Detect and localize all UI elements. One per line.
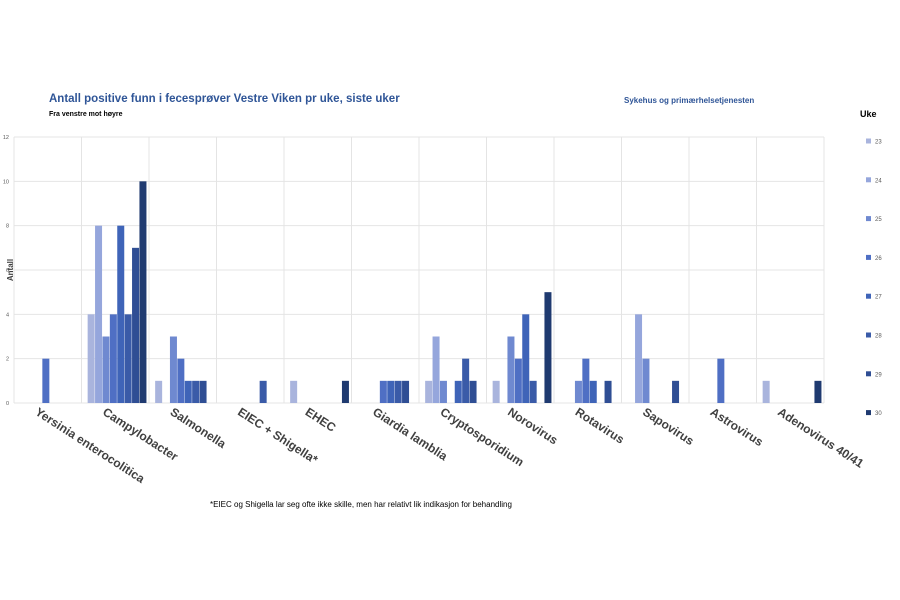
bar-week-26 bbox=[42, 358, 50, 403]
bar-week-24 bbox=[432, 336, 440, 403]
category-label: EHEC bbox=[303, 405, 339, 435]
bar-week-26 bbox=[514, 358, 522, 403]
legend-swatch bbox=[866, 254, 871, 260]
bar-week-29 bbox=[402, 380, 410, 403]
legend-label: 27 bbox=[875, 295, 882, 301]
bar-week-30 bbox=[341, 380, 349, 403]
legend-label: 28 bbox=[875, 334, 882, 340]
bar-week-23 bbox=[87, 314, 95, 403]
category-label: Giardia lamblia bbox=[370, 405, 450, 464]
legend-swatch bbox=[866, 293, 871, 299]
category-label: Astrovirus bbox=[708, 405, 766, 450]
bar-week-26 bbox=[717, 358, 725, 403]
legend-label: 24 bbox=[875, 178, 882, 184]
bar-week-27 bbox=[184, 380, 192, 403]
bar-week-23 bbox=[425, 380, 433, 403]
bar-week-25 bbox=[642, 358, 650, 403]
y-tick-label: 8 bbox=[6, 224, 9, 230]
bar-week-30 bbox=[814, 380, 822, 403]
bar-week-29 bbox=[132, 247, 140, 403]
legend-swatch bbox=[866, 371, 871, 377]
footnote: *EIEC og Shigella lar seg ofte ikke skil… bbox=[210, 500, 512, 509]
category-label: Yersinia enterocolitica bbox=[33, 405, 148, 486]
organization-label: Sykehus og primærhelsetjenesten bbox=[624, 96, 755, 105]
y-tick-label: 12 bbox=[3, 135, 9, 141]
bar-week-25 bbox=[507, 336, 515, 403]
bar-week-28 bbox=[462, 358, 470, 403]
category-label: Norovirus bbox=[505, 405, 560, 448]
y-axis-label: Antall bbox=[6, 259, 15, 281]
bar-week-26 bbox=[177, 358, 185, 403]
bar-week-28 bbox=[259, 380, 267, 403]
category-label: Rotavirus bbox=[573, 405, 627, 447]
category-label: Adenovirus 40/41 bbox=[775, 405, 866, 471]
legend-swatch bbox=[866, 410, 871, 416]
bar-week-25 bbox=[102, 336, 110, 403]
bar-week-28 bbox=[529, 380, 537, 403]
bar-week-24 bbox=[95, 225, 103, 403]
chart-title: Antall positive funn i fecesprøver Vestr… bbox=[49, 93, 400, 105]
bar-week-29 bbox=[469, 380, 477, 403]
legend-label: 30 bbox=[875, 411, 882, 417]
bar-week-25 bbox=[574, 380, 582, 403]
bar-week-25 bbox=[439, 380, 447, 403]
bar-week-25 bbox=[169, 336, 177, 403]
legend-swatch bbox=[866, 332, 871, 338]
bar-week-29 bbox=[199, 380, 207, 403]
legend-label: 29 bbox=[875, 372, 882, 378]
legend-swatch bbox=[866, 216, 871, 222]
chart-subtitle: Fra venstre mot høyre bbox=[49, 111, 123, 118]
category-label: Salmonella bbox=[168, 405, 229, 451]
bar-week-23 bbox=[155, 380, 163, 403]
bar-week-30 bbox=[139, 181, 147, 403]
legend-title: Uke bbox=[860, 109, 877, 119]
bar-week-28 bbox=[192, 380, 200, 403]
legend-label: 23 bbox=[875, 140, 882, 146]
bar-week-28 bbox=[394, 380, 402, 403]
y-tick-label: 6 bbox=[6, 268, 9, 274]
bar-week-27 bbox=[454, 380, 462, 403]
legend-swatch bbox=[866, 177, 871, 183]
bar-week-29 bbox=[604, 380, 612, 403]
bar-week-23 bbox=[492, 380, 500, 403]
y-tick-label: 2 bbox=[6, 357, 9, 363]
legend-label: 25 bbox=[875, 217, 882, 223]
bar-week-28 bbox=[124, 314, 132, 403]
category-label: Sapovirus bbox=[640, 405, 697, 449]
bar-week-23 bbox=[762, 380, 770, 403]
bar-week-27 bbox=[117, 225, 125, 403]
bar-week-30 bbox=[544, 292, 552, 403]
bar-week-27 bbox=[522, 314, 530, 403]
bar-week-26 bbox=[582, 358, 590, 403]
bar-week-27 bbox=[589, 380, 597, 403]
bar-week-26 bbox=[109, 314, 117, 403]
bar-week-23 bbox=[290, 380, 298, 403]
y-tick-label: 10 bbox=[3, 179, 9, 185]
bar-week-24 bbox=[635, 314, 643, 403]
bar-week-29 bbox=[672, 380, 680, 403]
bar-week-27 bbox=[387, 380, 395, 403]
legend-label: 26 bbox=[875, 256, 882, 262]
legend-swatch bbox=[866, 138, 871, 144]
y-tick-label: 0 bbox=[6, 401, 9, 407]
y-tick-label: 4 bbox=[6, 312, 9, 318]
bar-week-26 bbox=[379, 380, 387, 403]
